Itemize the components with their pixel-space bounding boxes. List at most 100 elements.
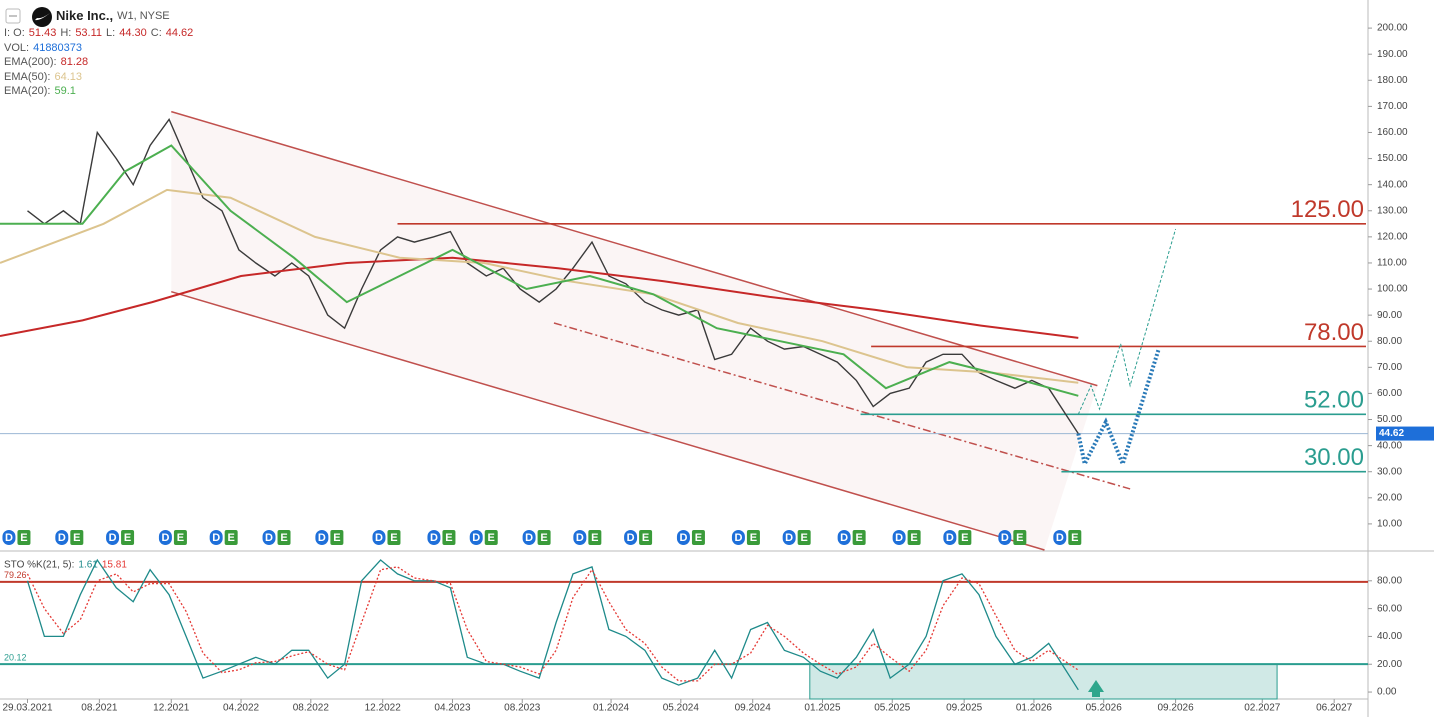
x-tick-label: 05.2025 <box>874 703 911 714</box>
sto-y-tick-label: 80.00 <box>1377 575 1402 586</box>
logo <box>32 7 52 27</box>
event-badge <box>372 530 386 545</box>
quote-value: 44.62 <box>165 27 194 39</box>
event-badge <box>121 530 135 545</box>
forecast-path <box>1076 348 1161 470</box>
legend-name: EMA(50): <box>4 70 51 83</box>
level-label: 52.00 <box>1304 387 1364 414</box>
x-tick-label: 01.2025 <box>804 703 841 714</box>
x-tick-label: 05.2024 <box>663 703 700 714</box>
event-label: D <box>5 532 13 544</box>
x-tick-label: 06.2027 <box>1316 703 1353 714</box>
event-label: E <box>1016 532 1023 544</box>
legend-item: EMA(200): 81.28 <box>4 55 193 70</box>
x-tick-label: 08.2023 <box>504 703 541 714</box>
event-badge <box>173 530 187 545</box>
sto-line <box>26 566 1079 682</box>
event-badge <box>277 530 291 545</box>
event-label: E <box>73 532 80 544</box>
event-badge <box>537 530 551 545</box>
y-tick-label: 110.00 <box>1377 258 1407 269</box>
x-tick-label: 12.2021 <box>153 703 190 714</box>
event-badge <box>892 530 906 545</box>
up-arrow-icon <box>1088 680 1104 697</box>
event-label: E <box>177 532 184 544</box>
x-tick-label: 04.2022 <box>223 703 260 714</box>
y-tick-label: 100.00 <box>1377 284 1408 295</box>
trendline <box>553 322 1131 490</box>
event-label: D <box>679 532 687 544</box>
event-label: E <box>1071 532 1078 544</box>
event-badge <box>1053 530 1067 545</box>
sto-y-tick-label: 0.00 <box>1377 687 1397 698</box>
quote-label: C: <box>150 27 162 39</box>
event-badge <box>224 530 238 545</box>
ema-line <box>0 188 1079 384</box>
event-badge <box>797 530 811 545</box>
legend-name: EMA(200): <box>4 56 57 68</box>
sto-y-tick-label: 40.00 <box>1377 631 1402 642</box>
x-tick-label: 09.2026 <box>1158 703 1195 714</box>
y-tick-label: 20.00 <box>1377 492 1402 503</box>
event-badge <box>70 530 84 545</box>
symbol-title: Nike Inc., <box>56 7 114 23</box>
x-tick-label: 08.2022 <box>293 703 330 714</box>
symbol-meta: W1, NYSE <box>117 9 170 22</box>
event-label: D <box>785 532 793 544</box>
event-badge <box>998 530 1012 545</box>
quote-value: 44.30 <box>119 27 147 39</box>
sto-legend-label: STO %K(21, 5): <box>4 560 74 571</box>
x-tick-label: 04.2023 <box>434 703 471 714</box>
quote-value: 53.11 <box>75 27 103 39</box>
event-badge <box>746 530 760 545</box>
event-label: E <box>227 532 234 544</box>
collapse-button[interactable] <box>5 8 21 24</box>
event-label: E <box>280 532 287 544</box>
event-label: D <box>430 532 438 544</box>
event-badge <box>907 530 921 545</box>
x-tick-label: 29.03.2021 <box>2 703 52 714</box>
y-tick-label: 80.00 <box>1377 336 1402 347</box>
y-tick-label: 190.00 <box>1377 49 1408 60</box>
y-tick-label: 150.00 <box>1377 153 1408 164</box>
event-badge <box>427 530 441 545</box>
event-label: D <box>58 532 66 544</box>
event-badge <box>837 530 851 545</box>
y-tick-label: 30.00 <box>1377 466 1402 477</box>
event-badge <box>782 530 796 545</box>
event-badge <box>442 530 456 545</box>
quote-label: H: <box>60 27 72 39</box>
event-label: E <box>642 532 649 544</box>
event-badge <box>55 530 69 545</box>
event-label: D <box>212 532 220 544</box>
y-tick-label: 60.00 <box>1377 388 1402 399</box>
event-badge <box>943 530 957 545</box>
volume-label: VOL: <box>4 41 30 54</box>
event-badge <box>106 530 120 545</box>
legend-item: EMA(50): 64.13 <box>4 70 193 85</box>
event-label: E <box>540 532 547 544</box>
event-label: D <box>840 532 848 544</box>
event-label: D <box>472 532 480 544</box>
forecast-path <box>1077 228 1177 415</box>
y-tick-label: 50.00 <box>1377 414 1402 425</box>
x-tick-label: 09.2025 <box>946 703 983 714</box>
volume-row: VOL: 41880373 <box>4 41 193 56</box>
sto-legend-value: 15.81 <box>102 560 127 571</box>
trendline <box>171 110 1098 387</box>
event-label: D <box>375 532 383 544</box>
event-badge <box>484 530 498 545</box>
x-tick-label: 09.2024 <box>735 703 772 714</box>
event-badge <box>522 530 536 545</box>
event-label: D <box>946 532 954 544</box>
event-label: D <box>895 532 903 544</box>
event-label: E <box>910 532 917 544</box>
event-label: E <box>390 532 397 544</box>
event-badge <box>330 530 344 545</box>
event-badge <box>1013 530 1027 545</box>
event-badge <box>469 530 483 545</box>
level-label: 30.00 <box>1304 444 1364 471</box>
event-label: D <box>109 532 117 544</box>
event-label: E <box>445 532 452 544</box>
